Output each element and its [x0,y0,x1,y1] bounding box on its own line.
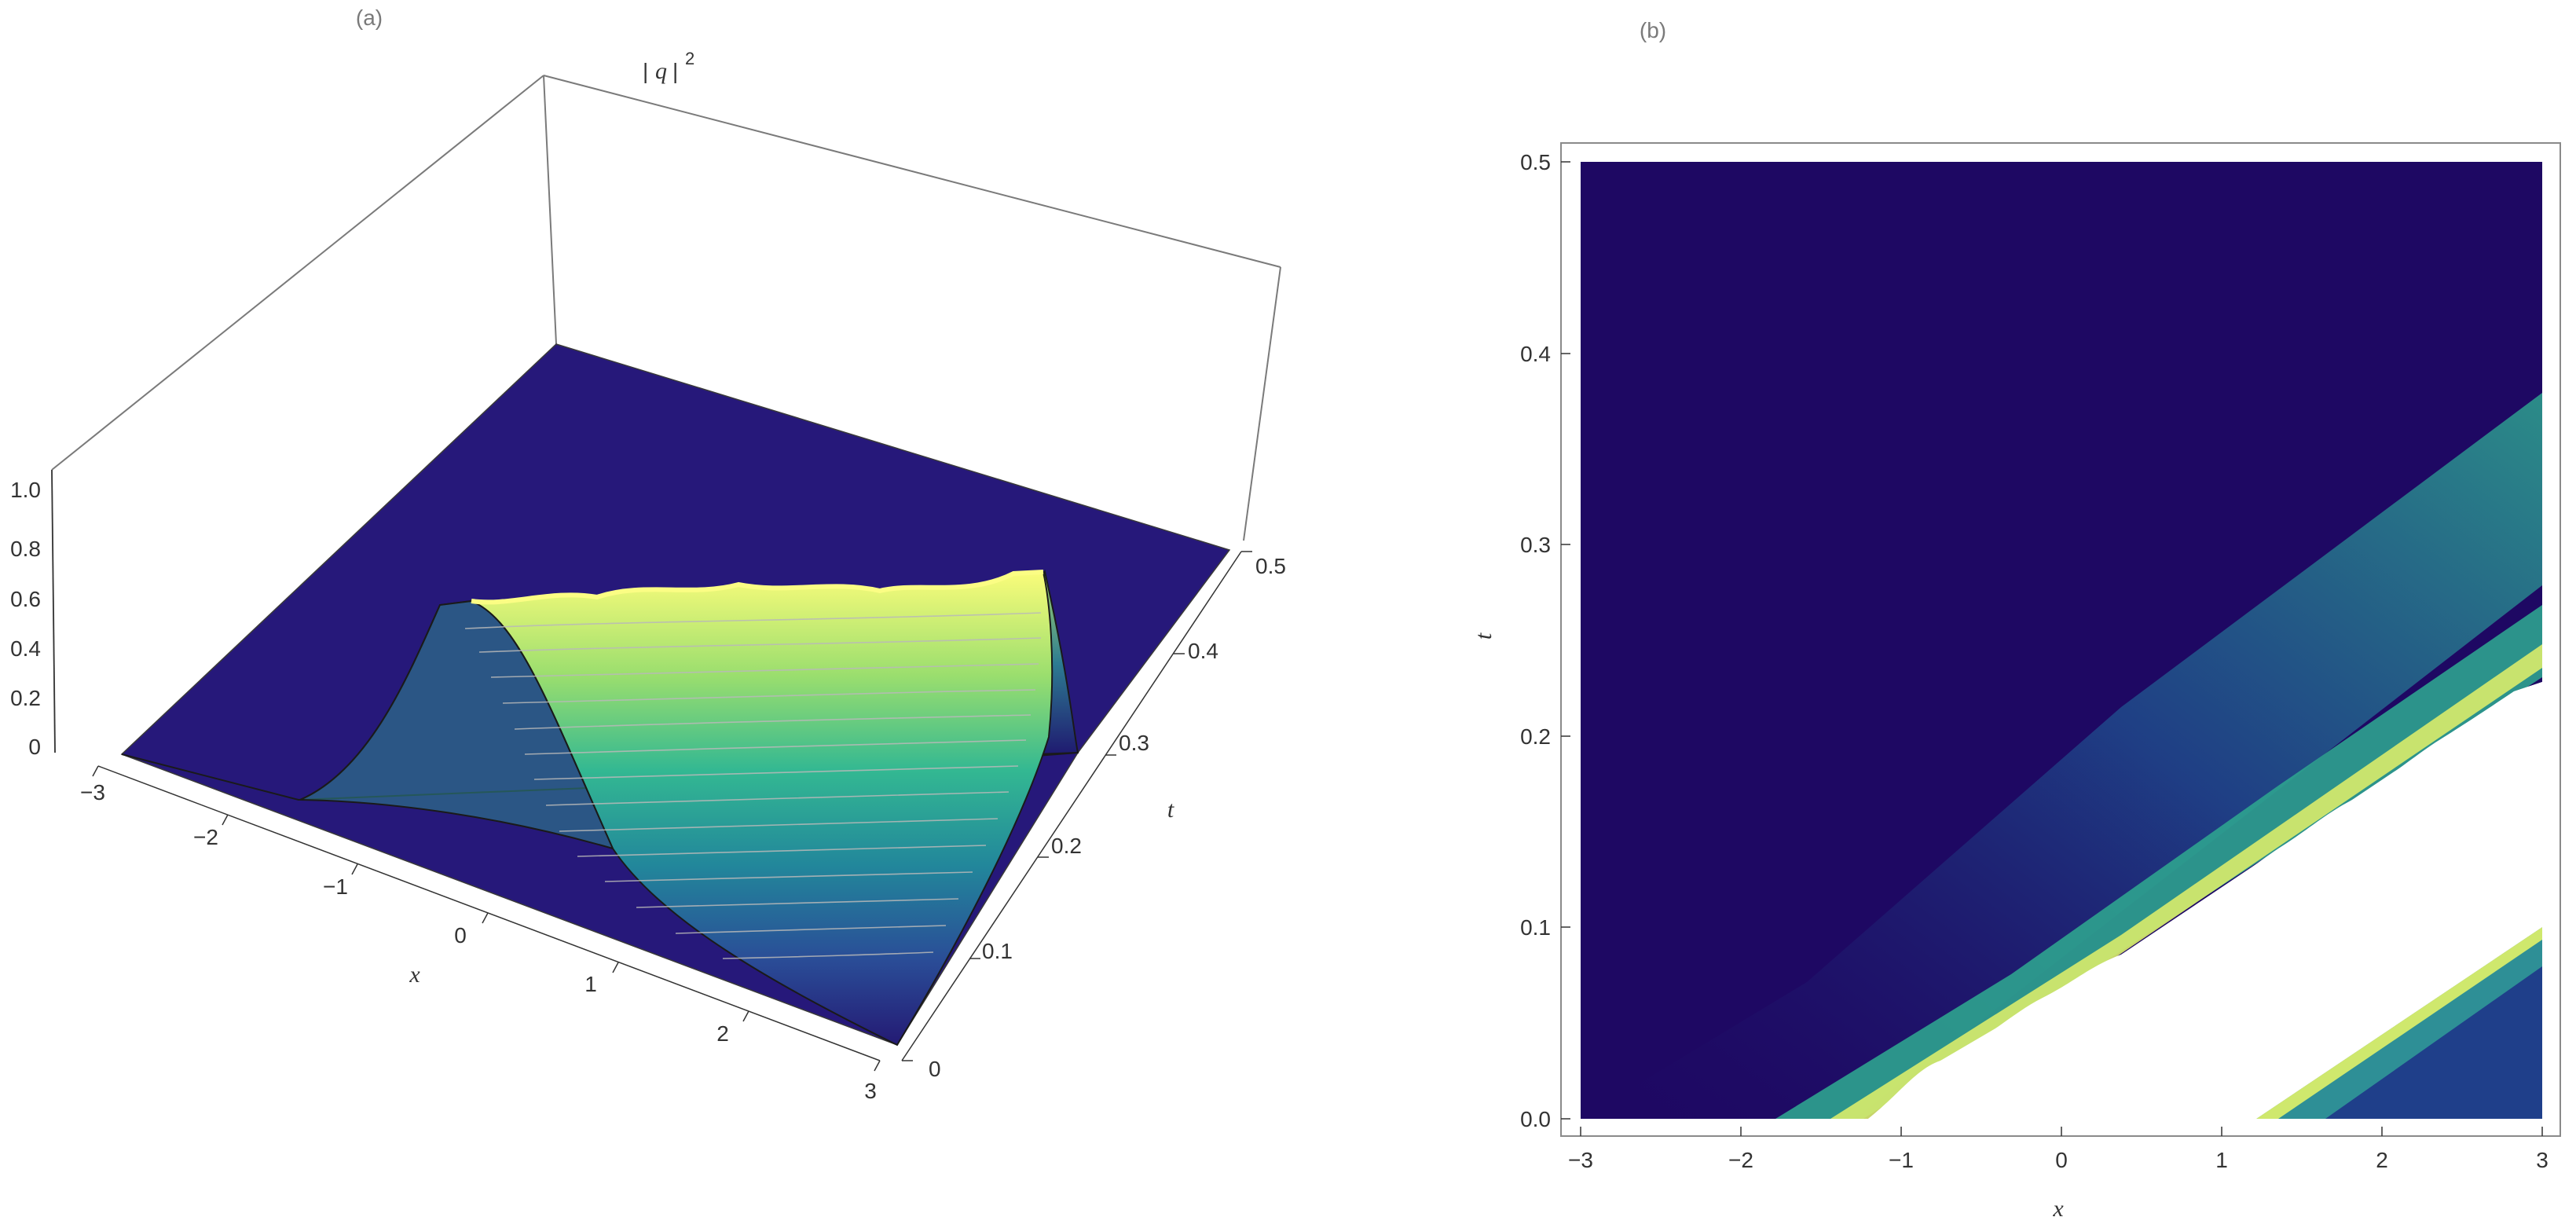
z-tick-labels: 0 0.2 0.4 0.6 0.8 1.0 [10,478,41,759]
z-tick: 1.0 [10,478,41,502]
z-tick: 0.2 [10,686,41,710]
t-tick: 0.5 [1520,150,1551,174]
density-plot-panel: (b) [1471,18,2561,1222]
x-axis: −3 −2 −1 0 1 2 3 x [80,765,881,1103]
x-axis-label: x [2052,1196,2064,1222]
x-tick: 1 [2215,1148,2228,1172]
x-tick: −2 [193,825,218,849]
surface-plot-panel: (a) [10,5,1286,1103]
ridge-left-flank [299,599,614,850]
x-tick: 2 [716,1021,729,1046]
t-tick: 0.5 [1255,554,1286,578]
panel-a-label: (a) [356,5,383,30]
x-tick: 0 [2055,1148,2068,1172]
heatmap-image [1581,162,2542,1119]
z-axis-label: | q | 2 [643,49,694,84]
t-tick: 0.3 [1119,731,1149,755]
z-label-var: q [655,58,667,84]
x-tick: −3 [80,780,105,805]
t-tick: 0.0 [1520,1107,1551,1131]
z-label-bar-right: | [672,59,678,83]
t-tick: 0.2 [1051,834,1082,858]
x-tick: 0 [454,923,467,948]
t-tick: 0.4 [1520,342,1551,366]
x-tick: 1 [584,972,597,996]
t-tick: 0.3 [1520,533,1551,557]
t-tick: 0.1 [1520,915,1551,940]
x-tick: −2 [1728,1148,1753,1172]
z-tick: 0.4 [10,636,41,661]
t-tick: 0.1 [982,939,1013,963]
x-tick: −1 [1889,1148,1914,1172]
band-glow [1581,393,2542,1119]
x-tick: 3 [2536,1148,2549,1172]
t-axis-label: t [1167,797,1174,823]
x-axis-label: x [409,962,420,988]
z-label-bar-left: | [643,59,648,83]
t-axis: 0 0.1 0.2 0.3 0.4 0.5 t [901,551,1286,1081]
x-tick: −3 [1568,1148,1593,1172]
z-axis: 0 0.2 0.4 0.6 0.8 1.0 [10,469,56,759]
x-tick: 2 [2376,1148,2388,1172]
x-tick: 3 [864,1079,877,1103]
x-tick: −1 [323,874,348,899]
x-axis [1580,1127,2543,1136]
t-axis-label: t [1471,632,1497,640]
panel-b-label: (b) [1640,18,1666,42]
t-axis [1561,161,1570,1120]
z-tick: 0.6 [10,587,41,611]
x-tick-labels: −3 −2 −1 0 1 2 3 x [1568,1148,2549,1222]
t-tick: 0 [929,1057,941,1081]
band-gap [1868,682,2542,1119]
t-tick-labels: 0.0 0.1 0.2 0.3 0.4 0.5 t [1471,150,1551,1131]
z-tick: 0 [28,735,41,759]
t-tick: 0.2 [1520,724,1551,749]
z-label-exponent: 2 [685,49,694,68]
ridge-crest [471,570,1044,605]
t-tick: 0.4 [1188,639,1218,663]
z-tick: 0.8 [10,537,41,561]
